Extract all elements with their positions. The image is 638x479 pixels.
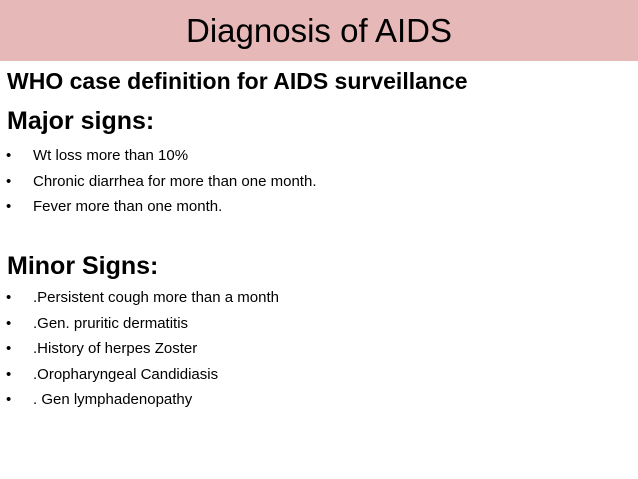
major-heading: Major signs: — [7, 107, 155, 135]
list-item: • Fever more than one month. — [6, 198, 223, 215]
subtitle: WHO case definition for AIDS surveillanc… — [7, 68, 468, 94]
list-item: • Chronic diarrhea for more than one mont… — [6, 172, 317, 190]
list-item: • Wt loss more than 10% — [6, 147, 189, 164]
list-item: •. Gen lymphadenopathy — [6, 391, 193, 408]
title-bar — [0, 0, 638, 61]
list-item: • .Oropharyngeal Candidiasis — [6, 365, 219, 383]
list-item: • .History of herpes Zoster — [6, 340, 198, 357]
minor-list: • .Persistent cough more than a month • .G… — [0, 288, 279, 416]
list-item: • .Gen. pruritic dermatitis — [6, 314, 189, 332]
slide-title: Diagnosis of AIDS — [186, 12, 452, 49]
list-item: • .Persistent cough more than a month — [6, 289, 279, 306]
major-list: • Wt loss more than 10% • Chronic diarrhea… — [0, 146, 316, 223]
minor-heading: Minor Signs: — [7, 252, 159, 280]
